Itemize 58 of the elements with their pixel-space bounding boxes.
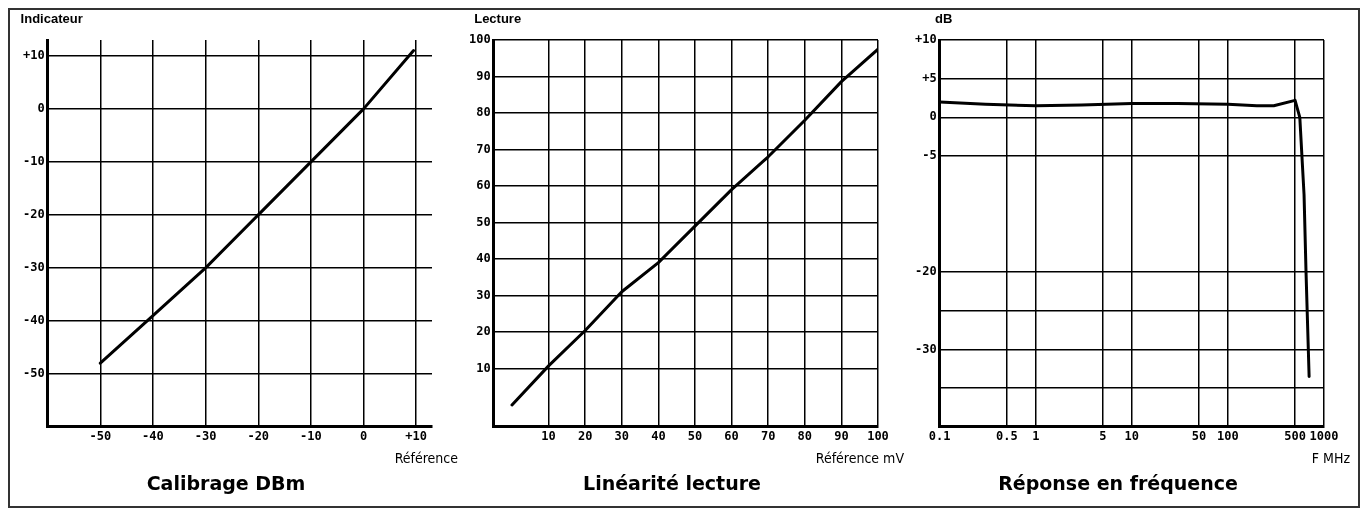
x-tick-label: 1000	[1309, 429, 1339, 444]
x-axis-title: Référence	[394, 450, 459, 467]
y-tick-label: -30	[914, 341, 937, 356]
x-tick-label: 10	[541, 429, 556, 444]
y-tick-label: -10	[22, 153, 45, 168]
x-tick-label: 500	[1284, 429, 1306, 444]
x-tick-label: 30	[614, 429, 630, 444]
y-tick-label: -40	[22, 312, 45, 327]
text: Linéarité lecture	[583, 471, 761, 494]
x-tick-label: -10	[300, 429, 322, 444]
x-tick-label: 100	[867, 429, 889, 444]
x-tick-label: -40	[142, 429, 164, 444]
x-tick-label: 0	[359, 429, 368, 444]
y-tick-label: -50	[22, 365, 45, 380]
x-tick-label: 1	[1032, 429, 1040, 444]
x-tick-label: 5	[1099, 429, 1107, 444]
text: Calibrage DBm	[146, 471, 306, 494]
y-tick-label: +10	[914, 32, 937, 47]
y-tick-label: 40	[476, 251, 491, 266]
x-tick-label: 90	[834, 429, 849, 444]
x-tick-label: 50	[1191, 429, 1207, 444]
y-tick-label: 20	[476, 324, 491, 339]
y-tick-label: +5	[922, 70, 937, 85]
y-tick-label: -20	[914, 264, 937, 279]
y-tick-label: 70	[476, 141, 491, 156]
x-tick-label: 20	[577, 429, 593, 444]
y-tick-label: -20	[22, 206, 45, 221]
x-tick-label: 10	[1124, 429, 1140, 444]
y-axis-title: dB	[935, 11, 953, 27]
y-tick-label: 50	[476, 214, 491, 229]
x-axis-title: F MHz	[1311, 450, 1351, 467]
x-axis-title: Référence mV	[815, 450, 905, 467]
y-tick-label: -5	[922, 148, 937, 163]
y-tick-label: +10	[22, 48, 45, 63]
x-tick-label: -30	[194, 429, 217, 444]
y-axis-title: Indicateur	[20, 11, 83, 27]
x-tick-label: 70	[760, 429, 776, 444]
y-tick-label: 0	[929, 109, 937, 124]
x-tick-label: -50	[89, 429, 112, 444]
text: Réponse en fréquence	[998, 471, 1238, 494]
x-tick-label: 0.1	[928, 429, 951, 444]
x-tick-label: 100	[1217, 429, 1239, 444]
y-tick-label: 60	[476, 178, 491, 193]
y-tick-label: 10	[476, 360, 491, 375]
y-tick-label: 80	[476, 105, 491, 120]
x-tick-label: 0.5	[995, 429, 1018, 444]
x-tick-label: 50	[687, 429, 703, 444]
x-tick-label: +10	[405, 429, 428, 444]
x-tick-label: -20	[247, 429, 270, 444]
x-tick-label: 80	[797, 429, 813, 444]
y-axis-title: Lecture	[474, 11, 522, 27]
y-tick-label: 100	[468, 32, 491, 47]
y-tick-label: -30	[22, 259, 45, 274]
x-tick-label: 60	[724, 429, 739, 444]
x-tick-label: 40	[651, 429, 666, 444]
y-tick-label: 90	[476, 68, 491, 83]
y-tick-label: 0	[37, 101, 45, 116]
y-tick-label: 30	[476, 287, 491, 302]
